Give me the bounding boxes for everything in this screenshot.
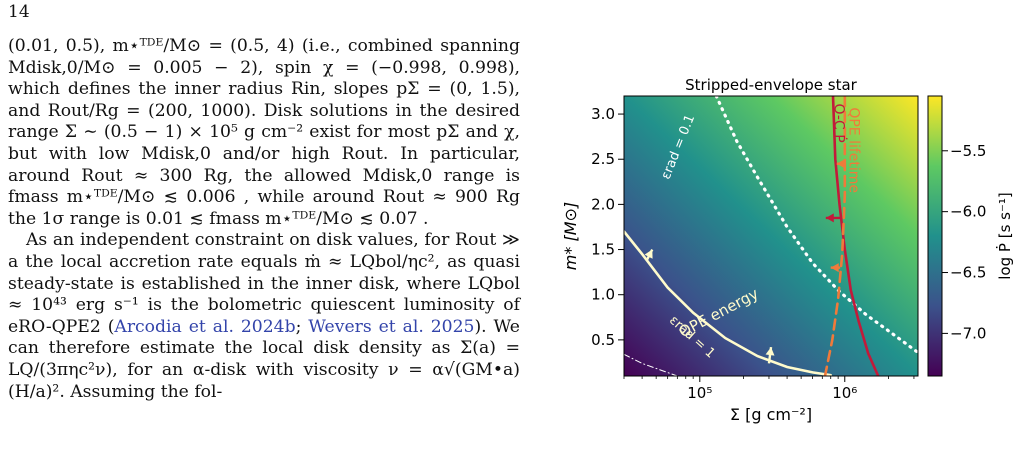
colorbar-tick-label: −6.0 xyxy=(950,203,986,221)
arrow-qpe-energy-2-head xyxy=(765,347,775,356)
y-axis: 0.5 1.0 1.5 2.0 2.5 3.0 xyxy=(591,105,624,349)
colorbar-tick-label: −6.5 xyxy=(950,264,986,282)
y-tick-label: 1.5 xyxy=(591,241,615,259)
paragraph-1: (0.01, 0.5), m⋆ᵀᴰᴱ/M⊙ = (0.5, 4) (i.e., … xyxy=(8,36,520,229)
colorbar-label: log Ṗ [s s⁻¹] xyxy=(995,192,1014,279)
label-oc-pdot: O-C Ṗ xyxy=(831,104,849,143)
y-axis-label: m* [M⊙] xyxy=(561,202,580,270)
label-qpe-lifetime: QPE lifetime xyxy=(846,107,862,193)
arrow-qpe-energy-1-head xyxy=(644,249,653,259)
paragraph-2-part-c: ). We can therefore estimate the local d… xyxy=(8,316,520,402)
colorbar-ticks: −5.5 −6.0 −6.5 −7.0 xyxy=(942,142,986,342)
plot-frame xyxy=(623,95,919,377)
citation-wevers[interactable]: Wevers et al. 2025 xyxy=(308,316,475,337)
colorbar xyxy=(927,95,943,377)
colorbar-tick-label: −5.5 xyxy=(950,142,986,160)
y-tick-label: 2.0 xyxy=(591,195,615,213)
arrow-qpe-lifetime-2-head xyxy=(830,263,839,273)
figure: Stripped-envelope star QPE energy εrad = … xyxy=(560,60,1022,456)
x-axis: 10⁵ 10⁶ xyxy=(623,376,915,402)
heatmap-field xyxy=(624,96,918,376)
y-tick-label: 2.5 xyxy=(591,150,615,168)
y-tick-label: 0.5 xyxy=(591,331,615,349)
curve-0 xyxy=(624,230,832,376)
y-tick-label: 1.0 xyxy=(591,286,615,304)
y-tick-label: 3.0 xyxy=(591,105,615,123)
body-text: (0.01, 0.5), m⋆ᵀᴰᴱ/M⊙ = (0.5, 4) (i.e., … xyxy=(8,36,520,403)
x-tick-label: 10⁶ xyxy=(832,384,857,402)
chart-title: Stripped-envelope star xyxy=(685,76,858,94)
page-number: 14 xyxy=(8,2,30,22)
paragraph-2-sep: ; xyxy=(295,316,309,337)
curve-3 xyxy=(831,96,880,376)
arrow-oc-pdot-head xyxy=(825,213,834,223)
curve-4 xyxy=(823,96,847,376)
colorbar-tick-label: −7.0 xyxy=(950,324,986,342)
paragraph-2: As an independent constraint on disk val… xyxy=(8,230,520,403)
paragraph-2-part-a: As an independent constraint on disk val… xyxy=(8,230,520,337)
x-tick-label: 10⁵ xyxy=(687,384,712,402)
curve-1 xyxy=(714,96,918,355)
arrow-qpe-lifetime-1-head xyxy=(836,159,845,169)
x-axis-label: Σ [g cm⁻²] xyxy=(730,405,812,424)
citation-arcodia[interactable]: Arcodia et al. 2024b xyxy=(114,316,296,337)
curves-group xyxy=(624,96,918,376)
curve-2 xyxy=(624,353,678,376)
